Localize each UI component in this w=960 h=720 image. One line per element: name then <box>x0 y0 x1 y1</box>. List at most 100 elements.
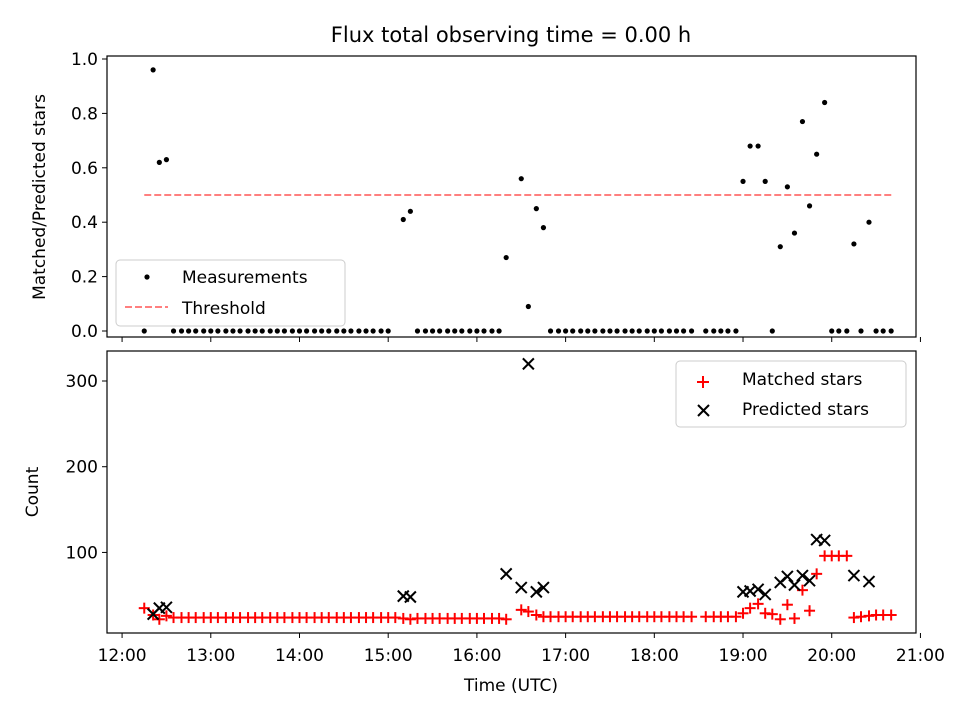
matched-star-point <box>522 606 534 618</box>
measurement-point <box>407 208 413 214</box>
matched-star-point <box>811 568 823 580</box>
predicted-star-point <box>515 581 528 594</box>
predicted-star-point <box>404 590 417 604</box>
measurement-point <box>400 216 406 223</box>
measurement-point <box>525 303 531 310</box>
measurement-point <box>334 328 340 334</box>
predicted-star-point <box>522 357 535 371</box>
measurement-point <box>673 328 680 334</box>
predicted-star-point <box>781 570 794 583</box>
ratio-y-tick-label: 1.0 <box>71 50 98 70</box>
measurement-point <box>489 328 495 334</box>
measurement-point <box>873 328 879 334</box>
measurement-point <box>533 206 539 212</box>
measurement-point <box>614 328 620 334</box>
predicted-star-point <box>818 534 831 547</box>
measurement-point <box>762 178 768 184</box>
ratio-panel: 0.0 0.2 0.4 0.6 0.8 1.0 Matched/Predicted sta… <box>30 50 921 342</box>
measurement-point <box>540 225 547 231</box>
measurement-point <box>585 328 591 334</box>
count-legend-box <box>675 360 907 428</box>
count-axes: 12:00 13:00 14:00 15:00 16:00 17:00 18:00 19:00… <box>66 372 945 666</box>
measurement-point <box>769 328 775 334</box>
predicted-star-point <box>788 578 801 592</box>
matched-star-point <box>160 610 172 622</box>
measurement-point <box>150 67 156 73</box>
x-tick-label: 13:00 <box>186 646 235 666</box>
x-tick-label: 20:00 <box>807 646 856 666</box>
measurement-point <box>459 328 465 334</box>
measurement-point <box>267 328 273 334</box>
measurement-point <box>636 328 642 334</box>
ratio-y-tick-label: 0.2 <box>71 268 98 288</box>
ratio-plot-frame <box>106 55 917 338</box>
measurement-point <box>858 328 864 334</box>
measurement-point <box>880 328 886 334</box>
measurement-point <box>341 328 347 334</box>
ratio-y-tick-label: 0.6 <box>71 159 98 179</box>
measurement-point <box>747 143 753 149</box>
measurement-point <box>201 328 207 334</box>
measurement-point <box>170 328 177 334</box>
measurement-point <box>326 328 332 334</box>
measurement-point <box>777 244 783 250</box>
predicted-star-point <box>537 581 550 594</box>
x-axis-label: Time (UTC) <box>463 676 558 696</box>
measurement-point <box>215 328 221 334</box>
measurement-point <box>836 328 842 334</box>
measurement-point <box>363 328 369 334</box>
predicted-star-point <box>758 588 772 601</box>
matched-star-point <box>153 613 165 625</box>
measurement-point <box>822 99 828 106</box>
measurement-point <box>237 328 243 334</box>
figure-title: Flux total observing time = 0.00 h <box>331 23 691 47</box>
ratio-legend-box <box>115 259 346 327</box>
measurement-point <box>245 328 251 334</box>
x-tick-label: 18:00 <box>630 646 679 666</box>
legend-measurements-label: Measurements <box>182 268 308 288</box>
measurement-point <box>799 118 806 125</box>
x-tick-label: 16:00 <box>452 646 501 666</box>
measurement-point <box>703 328 709 334</box>
measurement-point <box>555 328 562 334</box>
measurement-point <box>725 328 731 334</box>
matched-star-point <box>781 599 793 611</box>
measurement-point <box>303 328 310 334</box>
matched-star-point <box>774 613 786 625</box>
legend-predicted-marker <box>697 404 710 417</box>
predicted-star-point <box>160 601 173 614</box>
measurement-point <box>414 328 421 334</box>
ratio-axes: 0.0 0.2 0.4 0.6 0.8 1.0 <box>71 50 921 342</box>
x-tick-label: 19:00 <box>719 646 768 666</box>
measurement-point <box>348 328 354 334</box>
measurement-point <box>791 230 798 236</box>
predicted-star-point <box>530 585 543 599</box>
ratio-y-tick-label: 0.8 <box>71 104 98 124</box>
matched-star-point <box>744 602 756 614</box>
matched-star-point <box>804 605 816 617</box>
count-legend: Matched stars Predicted stars <box>675 360 907 428</box>
measurement-point <box>141 328 147 334</box>
measurement-point <box>814 151 820 157</box>
count-y-axis-label: Count <box>23 466 43 517</box>
measurement-point <box>467 328 473 334</box>
measurement-point <box>563 328 569 334</box>
ratio-y-axis-label: Matched/Predicted stars <box>30 94 50 300</box>
measurement-point <box>844 328 850 334</box>
measurement-point <box>223 328 229 334</box>
matched-star-point <box>752 598 764 610</box>
measurement-point <box>178 328 185 334</box>
measurement-point <box>503 254 509 261</box>
legend-measurements-marker <box>144 274 150 280</box>
legend-matched-label: Matched stars <box>742 370 862 390</box>
predicted-star-point <box>796 569 809 582</box>
measurement-point <box>740 178 746 184</box>
predicted-star-point <box>803 574 816 587</box>
measurement-point <box>496 328 502 334</box>
measurement-point <box>866 219 872 225</box>
measurement-point <box>156 159 162 165</box>
x-tick-label: 17:00 <box>541 646 590 666</box>
measurement-point <box>518 176 524 182</box>
measurement-point <box>422 328 429 334</box>
predicted-star-point <box>847 569 861 582</box>
